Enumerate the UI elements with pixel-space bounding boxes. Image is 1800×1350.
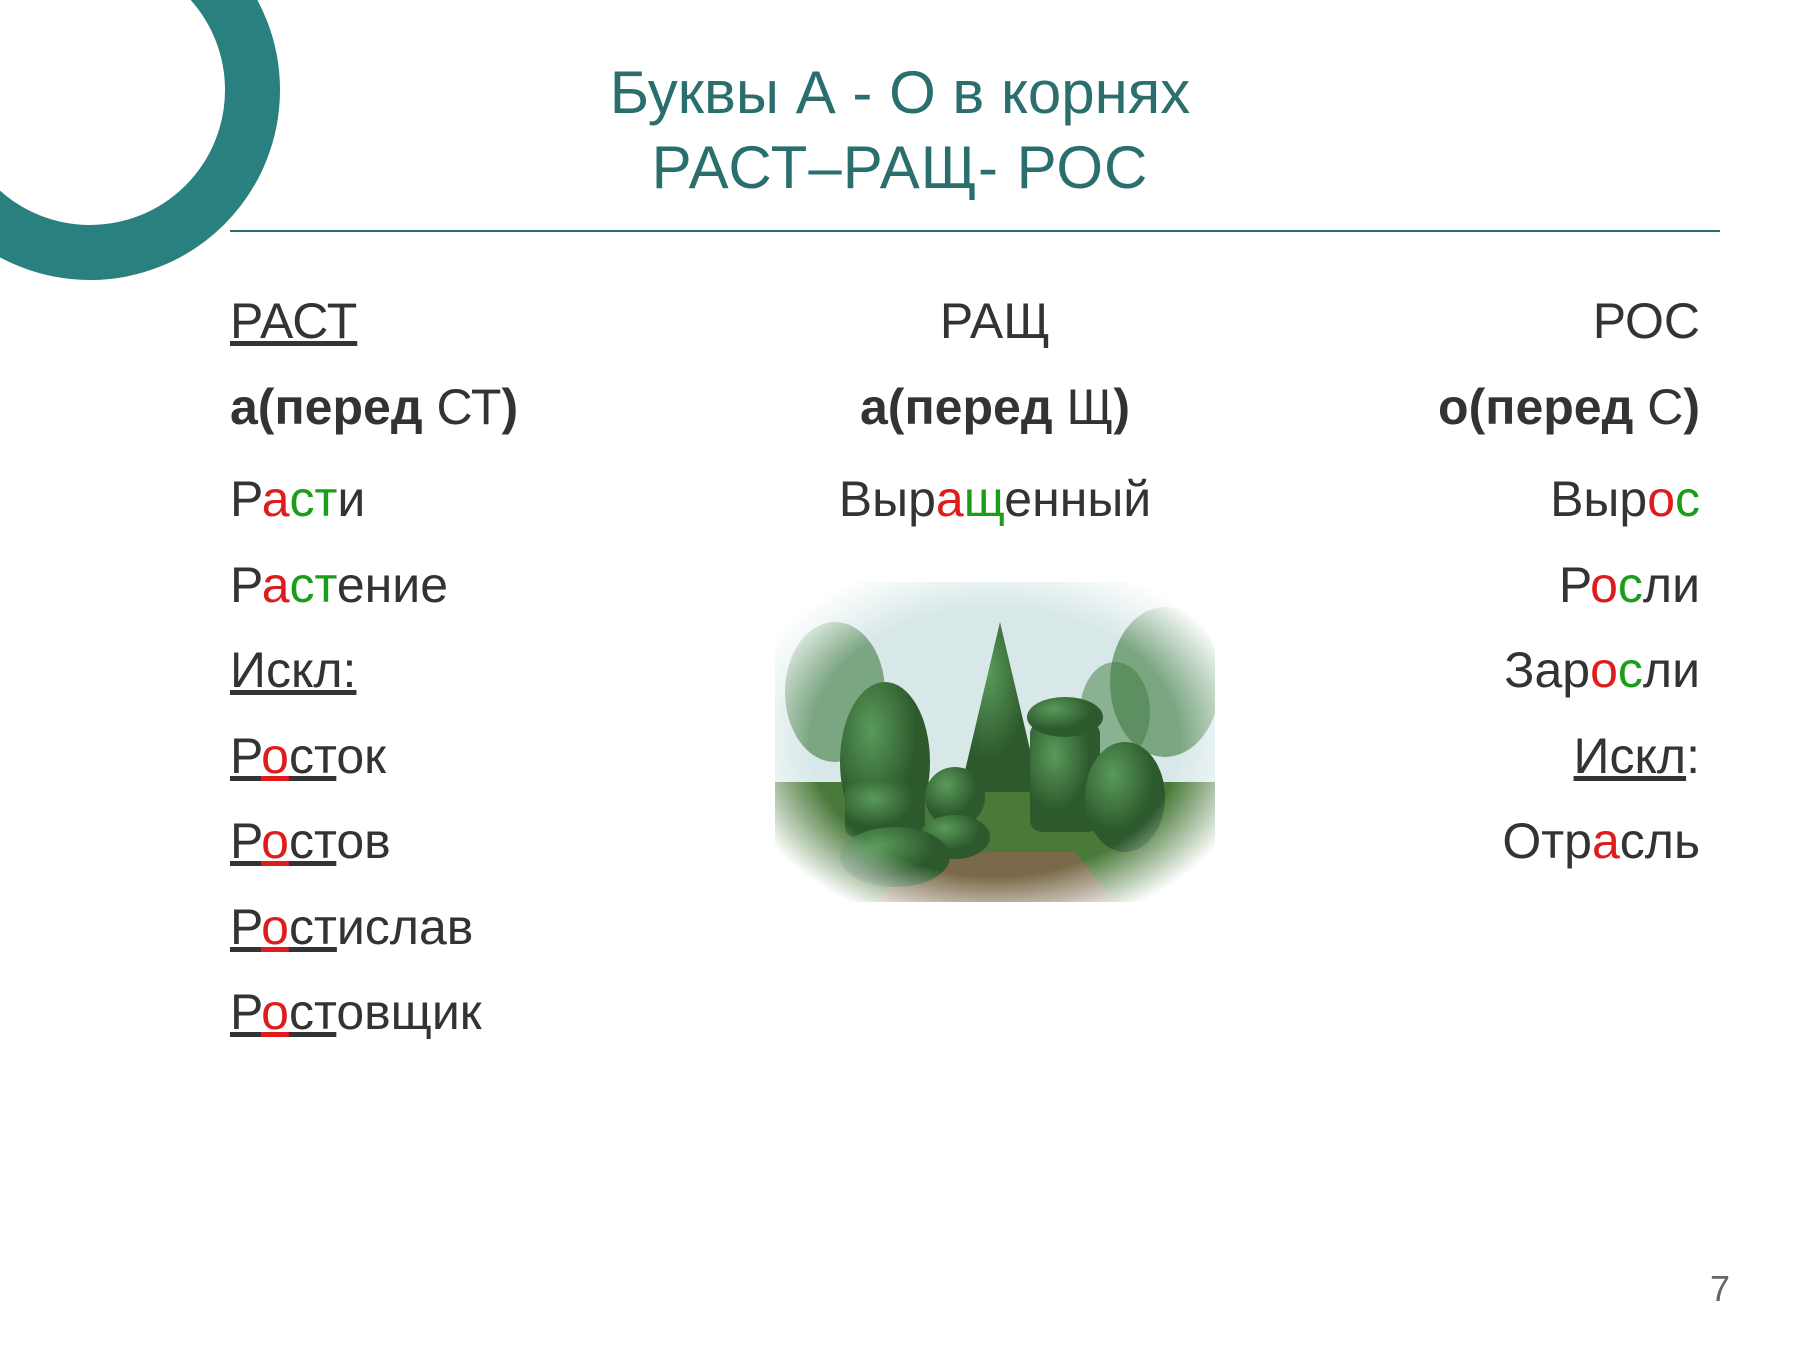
- corner-ornament: [0, 0, 280, 280]
- column-rast: РАСТ а(перед СТ) Расти Растение Искл: Ро…: [230, 292, 710, 1065]
- word-rostov: Ростов: [230, 808, 391, 876]
- word-zarosli: Заросли: [1504, 637, 1700, 705]
- word-rastenie: Растение: [230, 552, 448, 620]
- word-rosli: Росли: [1559, 552, 1700, 620]
- topiary-image: [775, 582, 1215, 902]
- rule-rast: а(перед СТ): [230, 378, 518, 436]
- word-rasti: Расти: [230, 466, 365, 534]
- word-rostok: Росток: [230, 723, 386, 791]
- rule-rasch: а(перед Щ): [860, 378, 1130, 436]
- rule-ros: о(перед С): [1438, 378, 1700, 436]
- word-rostovschik: Ростовщик: [230, 979, 482, 1047]
- page-number: 7: [1710, 1268, 1730, 1310]
- header-rast: РАСТ: [230, 292, 357, 350]
- column-rasch: РАЩ а(перед Щ) Выращенный: [725, 292, 1265, 1065]
- header-ros: РОС: [1593, 292, 1700, 350]
- word-vyraschenny: Выращенный: [839, 466, 1151, 534]
- header-rasch: РАЩ: [940, 292, 1050, 350]
- column-ros: РОС о(перед С) Вырос Росли Заросли Искл:…: [1280, 292, 1700, 1065]
- word-vyros: Вырос: [1550, 466, 1700, 534]
- word-otrasl: Отрасль: [1502, 808, 1700, 876]
- content-columns: РАСТ а(перед СТ) Расти Растение Искл: Ро…: [0, 232, 1800, 1065]
- excl-label-rast: Искл:: [230, 637, 356, 705]
- word-rostislav: Ростислав: [230, 894, 473, 962]
- excl-label-ros: Искл:: [1574, 723, 1700, 791]
